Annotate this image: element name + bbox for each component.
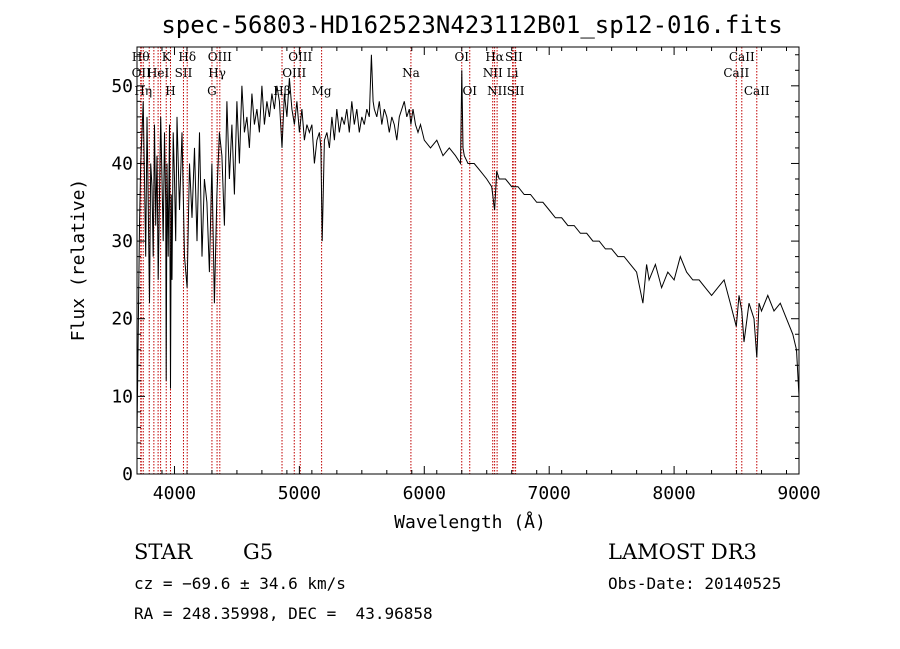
line-marker-label: CaII	[729, 50, 755, 64]
survey-name: LAMOST DR3	[608, 540, 757, 564]
line-marker-label: NII	[487, 84, 507, 98]
line-marker-label: H	[165, 84, 175, 98]
spectral-line-markers	[140, 47, 758, 474]
y-tick-label: 30	[111, 231, 133, 252]
line-marker-label: NII	[483, 66, 503, 80]
line-marker-label: Hα	[485, 50, 504, 64]
x-tick-label: 7000	[528, 483, 571, 504]
spectrum-line	[137, 54, 799, 436]
object-subclass: G5	[243, 540, 274, 564]
y-tick-label: 0	[122, 464, 133, 485]
line-marker-label: Hδ	[178, 50, 196, 64]
line-marker-label: HeI	[147, 66, 170, 80]
y-tick-label: 10	[111, 386, 133, 407]
chart-title: spec-56803-HD162523N423112B01_sp12-016.f…	[161, 11, 782, 39]
line-marker-label: G	[207, 84, 217, 98]
y-tick-label: 20	[111, 309, 133, 330]
line-marker-label: SII	[505, 50, 523, 64]
line-marker-label: Na	[402, 66, 420, 80]
line-marker-label: Hθ	[132, 50, 150, 64]
x-tick-label: 6000	[403, 483, 446, 504]
line-marker-label: SII	[175, 66, 193, 80]
object-class: STAR	[134, 540, 193, 564]
line-marker-label: Mg	[312, 84, 332, 98]
line-marker-label: OIII	[288, 50, 312, 64]
line-marker-label: OIII	[208, 50, 232, 64]
line-marker-label: Hη	[134, 84, 152, 98]
x-tick-label: 9000	[777, 483, 820, 504]
line-marker-label: OI	[462, 84, 477, 98]
x-tick-label: 5000	[278, 483, 321, 504]
x-axis-label: Wavelength (Å)	[394, 511, 546, 533]
line-marker-label: OI	[454, 50, 469, 64]
x-axis: 4000 5000 6000 7000 8000 9000	[136, 47, 821, 504]
line-marker-label: OII	[132, 66, 152, 80]
line-marker-label: Li	[507, 66, 519, 80]
observation-date: Obs-Date: 20140525	[608, 574, 782, 593]
x-tick-label: 8000	[652, 483, 695, 504]
coordinates: RA = 248.35998, DEC = 43.96858	[134, 604, 433, 623]
x-tick-label: 4000	[153, 483, 196, 504]
line-marker-label: OIII	[282, 66, 306, 80]
y-tick-label: 50	[111, 76, 133, 97]
y-axis-label: Flux (relative)	[68, 179, 89, 342]
line-marker-label: Hγ	[208, 66, 226, 80]
line-marker-label: SII	[507, 84, 525, 98]
line-marker-label: CaII	[744, 84, 770, 98]
spectral-line-labels: HθOIIHηHeIKHSIIHδGHγOIIIHβOIIIOIIIMgNaOI…	[132, 50, 770, 98]
y-tick-label: 40	[111, 153, 133, 174]
redshift-cz: cz = −69.6 ± 34.6 km/s	[134, 574, 346, 593]
line-marker-label: CaII	[723, 66, 749, 80]
line-marker-label: K	[162, 50, 172, 64]
y-axis: 0 10 20 30 40 50	[111, 54, 799, 485]
plot-frame	[136, 46, 800, 475]
